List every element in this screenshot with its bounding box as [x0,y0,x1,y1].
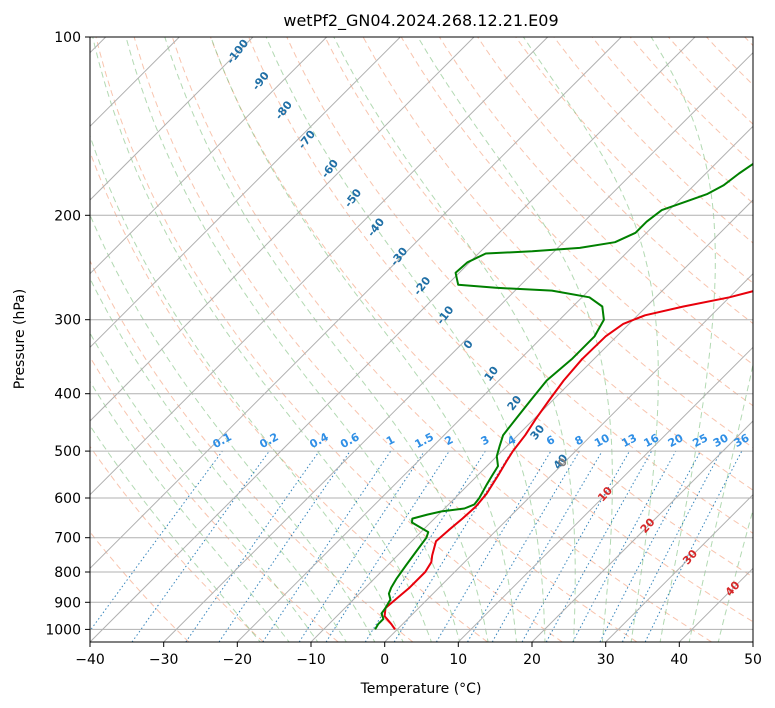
dry-adiabat-line [90,259,414,642]
dry-adiabat-line [210,37,753,623]
x-tick-label: −10 [296,652,326,668]
y-axis-ticks: 100 200 300 400 500 600 700 800 900 1000 [45,30,90,638]
dry-adiabat-line [477,37,753,325]
moist-adiabat-line [210,37,517,642]
mixing-ratio-label: 36 [732,431,752,450]
y-tick-label: 300 [54,313,81,329]
moist-adiabat-line [90,213,376,642]
isotherm-line [90,37,622,570]
mixing-ratio-label: 16 [642,431,662,450]
x-tick-label: 0 [380,652,389,668]
moist-adiabats [90,37,753,642]
isotherm-line [90,37,328,275]
moist-adiabat-line [90,332,319,642]
dry-adiabat-line [515,37,753,284]
temperature-line [383,290,753,630]
plot-frame [89,36,754,643]
y-tick-label: 700 [54,531,81,547]
moist-adiabat-line [417,37,613,642]
mixing-ratio-line [393,450,513,642]
chart-title: wetPf2_GN04.2024.268.12.21.E09 [283,11,558,31]
y-tick-label: 800 [54,565,81,581]
y-tick-label: 200 [54,208,81,224]
isotherm-line [384,272,753,642]
isobars [90,37,753,630]
mixing-ratio-line [435,450,552,642]
x-axis-label: Temperature (°C) [360,681,482,697]
mixing-ratio-label: 10 [592,431,612,450]
mixing-ratio-line [572,450,677,642]
moist-adiabat-line [164,37,489,642]
mixing-ratio-line [491,450,603,642]
mixing-ratio-line [90,450,223,632]
y-tick-label: 600 [54,491,81,507]
isotherm-line [457,346,753,642]
x-axis-ticks: −40 −30 −20 −10 0 10 20 30 40 50 [75,642,762,668]
y-tick-label: 500 [54,444,81,460]
moist-adiabat-line [688,362,753,642]
moist-adiabat-line [333,37,576,642]
isotherm-line [236,125,753,642]
y-tick-label: 1000 [45,622,81,638]
moist-adiabat-line [90,134,404,642]
dry-adiabats [90,37,753,642]
mixing-ratio-line [131,450,270,642]
x-tick-label: 30 [597,652,615,668]
dry-adiabat-line [400,37,753,407]
moist-adiabat-line [265,37,546,642]
dry-adiabat-line [629,37,753,165]
mixing-ratio-line [185,450,320,642]
isotherm-line [90,37,696,642]
y-axis-label: Pressure (hPa) [12,289,28,389]
isotherm-line [531,420,753,642]
moist-adiabat-line [717,508,753,642]
x-tick-label: 50 [744,652,762,668]
isotherm-line [90,37,401,349]
isotherm-line [163,51,753,642]
dry-adiabat-line [95,37,563,642]
x-tick-label: −40 [75,652,105,668]
mixing-ratio-line [467,450,580,642]
moist-adiabat-line [650,37,716,642]
moist-adiabat-line [90,277,347,642]
x-tick-label: 20 [523,652,541,668]
dry-adiabat-line [133,37,638,642]
moist-adiabat-line [522,37,659,642]
mixing-ratio-line [521,450,630,642]
mixing-ratio-label: 25 [690,431,710,450]
y-tick-label: 900 [54,595,81,611]
isotherm-line [605,493,753,642]
skewed-isotherms [90,37,753,642]
x-tick-label: −30 [149,652,179,668]
dry-adiabat-line [90,445,264,642]
isotherm-line [90,37,549,496]
x-tick-label: 10 [449,652,467,668]
y-tick-label: 100 [54,30,81,46]
x-tick-label: −20 [223,652,253,668]
x-tick-label: 40 [670,652,688,668]
mixing-ratio-line [218,450,351,642]
mixing-ratio-label: 30 [711,431,731,450]
mixing-ratio-line [325,450,450,642]
sounding-series [374,162,753,630]
dry-adiabat-line [171,37,712,642]
isotherm-line [90,37,475,422]
dry-adiabat-line [324,37,753,491]
dewpoint-line [374,162,753,630]
mixing-ratio-label: 20 [666,431,686,450]
dry-adiabat-line [591,37,753,204]
isotherm-line [310,199,753,642]
y-tick-label: 400 [54,387,81,403]
isotherm-line [90,37,254,201]
moist-adiabat-line [125,37,461,642]
dry-adiabat-line [248,37,753,578]
moist-adiabat-line [92,37,432,642]
mixing-ratio-label: 13 [619,431,639,450]
